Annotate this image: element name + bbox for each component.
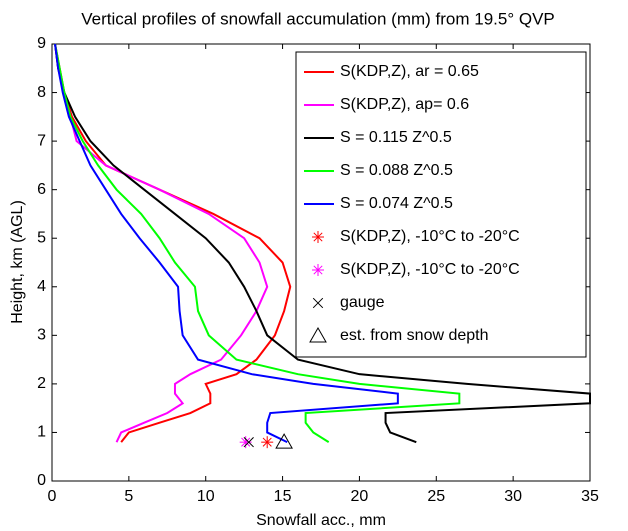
legend-marker <box>312 231 324 243</box>
legend-label: gauge <box>340 294 385 311</box>
marker-stroke <box>312 297 324 309</box>
legend-marker <box>312 297 324 309</box>
x-tick-label: 0 <box>48 488 57 505</box>
marker-stroke <box>241 437 251 447</box>
legend-label: S = 0.115 Z^0.5 <box>340 129 452 146</box>
x-tick-label: 5 <box>124 488 133 505</box>
legend-label: est. from snow depth <box>340 327 489 344</box>
y-tick-label: 6 <box>37 181 46 198</box>
y-axis-label: Height, km (AGL) <box>9 200 26 324</box>
x-tick-label: 10 <box>197 488 215 505</box>
chart-title: Vertical profiles of snowfall accumulati… <box>81 9 555 28</box>
marker-shape <box>309 326 327 343</box>
profile-line <box>54 43 399 444</box>
legend-label: S(KDP,Z), -10°C to -20°C <box>340 261 520 278</box>
y-tick-label: 4 <box>37 278 46 295</box>
profile-line <box>54 43 461 444</box>
legend-label: S(KDP,Z), -10°C to -20°C <box>340 228 520 245</box>
y-tick-label: 8 <box>37 84 46 101</box>
legend-label: S(KDP,Z), ar = 0.65 <box>340 63 479 80</box>
profile-line <box>54 43 292 443</box>
marker-stroke <box>313 232 323 242</box>
data-point <box>261 436 274 449</box>
marker-shape <box>275 433 293 449</box>
x-tick-label: 30 <box>504 488 522 505</box>
profile-line <box>54 43 591 444</box>
data-point <box>275 433 293 449</box>
x-tick-label: 15 <box>274 488 292 505</box>
marker-stroke <box>243 437 254 448</box>
marker-stroke <box>262 437 272 447</box>
data-point <box>239 436 252 449</box>
legend-label: S = 0.074 Z^0.5 <box>340 195 453 212</box>
legend-marker <box>309 326 327 343</box>
marker-stroke <box>313 265 323 275</box>
y-tick-label: 9 <box>37 35 46 52</box>
legend-box <box>295 51 587 358</box>
y-tick-label: 7 <box>37 132 46 149</box>
y-tick-label: 2 <box>37 375 46 392</box>
legend-marker <box>312 264 324 276</box>
x-tick-label: 25 <box>427 488 445 505</box>
y-tick-label: 1 <box>37 424 46 441</box>
data-point <box>243 437 254 448</box>
x-axis-label: Snowfall acc., mm <box>256 512 386 529</box>
legend-label: S(KDP,Z), ap= 0.6 <box>340 96 469 113</box>
y-tick-label: 3 <box>37 327 46 344</box>
x-tick-label: 35 <box>581 488 599 505</box>
legend-label: S = 0.088 Z^0.5 <box>340 162 453 179</box>
y-tick-label: 5 <box>37 229 46 246</box>
x-tick-label: 20 <box>351 488 369 505</box>
y-tick-label: 0 <box>37 472 46 489</box>
